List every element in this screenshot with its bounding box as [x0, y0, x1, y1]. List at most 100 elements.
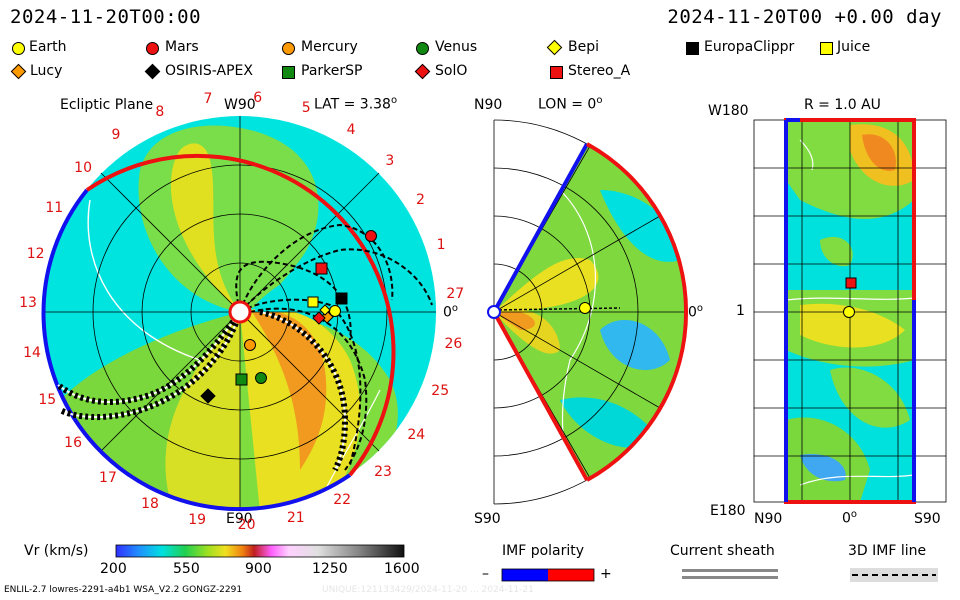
- legend-label: Mercury: [301, 39, 358, 55]
- stereo-a-marker-icon: [550, 66, 563, 79]
- legend-item-europaclipper: EuropaClippr: [686, 39, 794, 55]
- ecliptic-bottom-label: E90: [226, 511, 253, 527]
- legend-item-juice: Juice: [820, 39, 870, 55]
- legend-item-lucy: Lucy: [10, 63, 63, 80]
- current-sheath-sample: [682, 569, 778, 579]
- datetime-right: 2024-11-20T00 +0.00 day: [667, 6, 942, 28]
- imf-plus: +: [600, 566, 612, 582]
- angle-value: 0: [842, 510, 851, 527]
- parkersp-marker[interactable]: [235, 373, 248, 386]
- venus-marker[interactable]: [255, 372, 267, 384]
- colorbar-tick: 200: [100, 561, 127, 577]
- legend-label: EuropaClippr: [704, 39, 795, 55]
- meridional-bottom-left: S90: [474, 511, 501, 527]
- legend-label: Juice: [837, 39, 871, 55]
- osiris-apex-marker[interactable]: [200, 388, 216, 404]
- carrington-number: 23: [374, 463, 392, 480]
- juice-marker-icon: [820, 42, 833, 55]
- meridional-lon-label: LON = 0o: [538, 95, 602, 113]
- angle-value: 0: [443, 304, 452, 321]
- colorbar: [115, 544, 405, 558]
- legend-label: Venus: [435, 39, 478, 55]
- carrington-number: 18: [141, 496, 159, 513]
- lon-value: LON = 0: [538, 96, 597, 113]
- map-r-label: R = 1.0 AU: [804, 97, 881, 113]
- mars-marker[interactable]: [365, 230, 377, 242]
- meridional-plot: [487, 119, 689, 505]
- degree-sup: o: [850, 509, 858, 520]
- imf-line-sample: [850, 568, 938, 582]
- colorbar-tick: 1250: [312, 561, 348, 577]
- carrington-number: 15: [38, 392, 57, 409]
- mercury-marker-icon: [282, 42, 295, 55]
- stereo-a-marker[interactable]: [845, 277, 857, 289]
- legend-label: Stereo_A: [568, 63, 631, 79]
- map-bottom-left: E180: [710, 503, 746, 519]
- imf-polarity-bar: [501, 568, 595, 582]
- earth-marker[interactable]: [579, 302, 591, 314]
- carrington-number: 17: [99, 469, 117, 486]
- carrington-number: 19: [188, 512, 207, 529]
- juice-marker[interactable]: [307, 296, 319, 308]
- legend-item-mars: Mars: [146, 39, 199, 55]
- carrington-number: 6: [253, 89, 263, 106]
- carrington-number: 22: [333, 492, 352, 509]
- legend-label: SolO: [435, 63, 468, 79]
- carrington-number: 27: [446, 285, 465, 302]
- carrington-number: 3: [385, 152, 395, 169]
- colorbar-title: Vr (km/s): [24, 543, 89, 559]
- legend-item-osiris-apex: OSIRIS-APEX: [144, 63, 253, 80]
- stereo-a-marker[interactable]: [315, 262, 328, 275]
- mercury-marker[interactable]: [244, 339, 256, 351]
- europaclipper-marker-icon: [686, 42, 699, 55]
- meridional-right-label: 0o: [688, 303, 703, 321]
- carrington-number: 16: [64, 434, 82, 451]
- carrington-number: 14: [23, 344, 41, 361]
- carrington-number: 7: [203, 91, 213, 108]
- legend-item-bepi: Bepi: [546, 39, 599, 56]
- carrington-number: 9: [111, 126, 121, 143]
- footer-left: ENLIL-2.7 lowres-2291-a4b1 WSA_V2.2 GONG…: [4, 585, 243, 595]
- carrington-number: 11: [45, 200, 64, 217]
- carrington-number: 1: [436, 237, 446, 254]
- imf-minus: –: [482, 566, 489, 582]
- imf-title: IMF polarity: [502, 543, 585, 559]
- legend-label: Lucy: [30, 63, 63, 79]
- imfline-title: 3D IMF line: [848, 543, 927, 559]
- lat-value: LAT = 3.38: [314, 96, 391, 113]
- legend-item-mercury: Mercury: [282, 39, 358, 55]
- colorbar-tick: 1600: [384, 561, 420, 577]
- venus-marker-icon: [416, 42, 429, 55]
- carrington-number: 12: [26, 246, 45, 263]
- degree-sup: o: [451, 303, 459, 314]
- sun-icon: [487, 305, 501, 319]
- bepi-marker[interactable]: [319, 304, 331, 316]
- legend-label: OSIRIS-APEX: [165, 63, 253, 79]
- meridional-top-left: N90: [474, 97, 503, 113]
- solo-marker[interactable]: [312, 311, 326, 325]
- footer-right: UNIQUE:121133429/2024-11-20 ... 2024-11-…: [322, 585, 534, 595]
- degree-sup: o: [596, 95, 603, 106]
- degree-sup: o: [696, 303, 704, 314]
- carrington-number: 21: [286, 510, 305, 527]
- colorbar-tick: 900: [245, 561, 272, 577]
- carrington-number: 10: [74, 159, 92, 176]
- map-top-left: W180: [708, 103, 749, 119]
- datetime-left: 2024-11-20T00:00: [10, 6, 202, 28]
- earth-marker[interactable]: [843, 306, 855, 318]
- sheath-title: Current sheath: [670, 543, 775, 559]
- earth-marker-icon: [12, 42, 25, 55]
- carrington-number: 26: [444, 335, 463, 352]
- ecliptic-title: Ecliptic Plane: [60, 97, 154, 113]
- ecliptic-plane-plot: [41, 116, 436, 512]
- carrington-number: 4: [346, 121, 356, 138]
- mars-marker-icon: [146, 42, 159, 55]
- legend-label: Mars: [165, 39, 199, 55]
- lat-lon-map: [753, 118, 947, 504]
- legend-item-venus: Venus: [416, 39, 477, 55]
- legend-item-earth: Earth: [12, 39, 67, 55]
- legend-label: ParkerSP: [301, 63, 363, 79]
- europaclipper-marker[interactable]: [335, 292, 348, 305]
- legend-item-solo: SolO: [414, 63, 468, 80]
- map-x-label-s90: S90: [914, 511, 941, 527]
